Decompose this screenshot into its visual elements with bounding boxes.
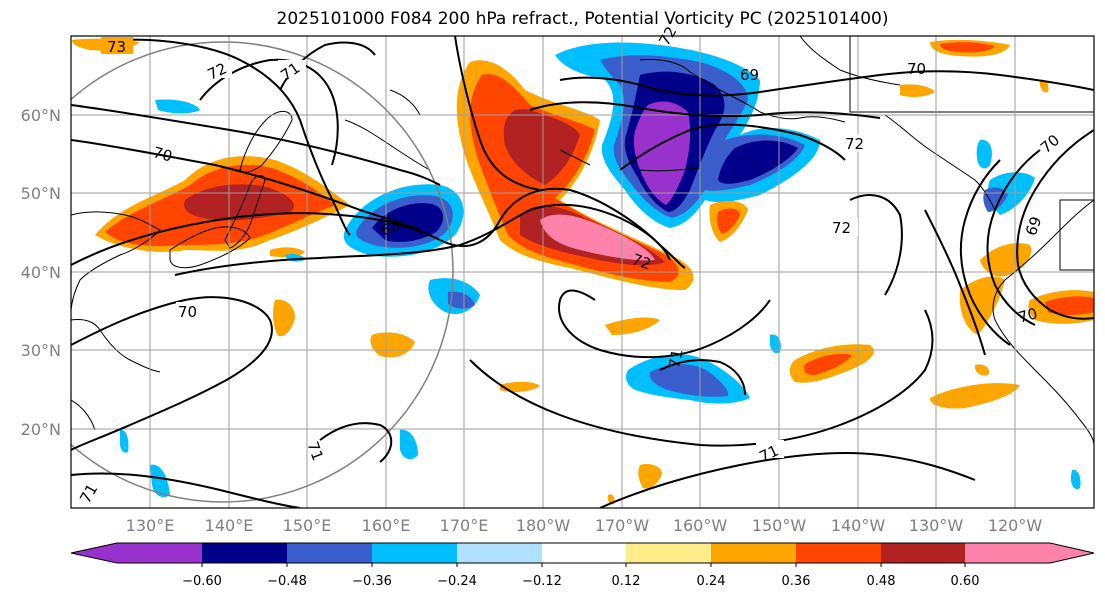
lon-label: 120°W — [988, 516, 1043, 535]
lat-label: 50°N — [21, 184, 61, 203]
longitude-labels: 130°E 140°E 150°E 160°E 170°E 180°W 170°… — [126, 516, 1043, 535]
contour-label: 73 — [107, 38, 126, 56]
lat-label: 20°N — [21, 420, 61, 439]
colorbar: −0.60 −0.48 −0.36 −0.24 −0.12 0.12 0.24 … — [70, 542, 1095, 589]
contour-label: 70 — [178, 303, 197, 321]
lon-label: 160°W — [673, 516, 728, 535]
lat-label: 30°N — [21, 341, 61, 360]
contour-label: 69 — [1022, 214, 1045, 238]
contour-label: 71 — [665, 348, 686, 370]
colorbar-tick-label: 0.60 — [951, 574, 980, 589]
contour-labels: 73 72 71 70 68 69 70 72 72 72 69 70 70 7… — [76, 23, 1063, 506]
lon-label: 170°E — [440, 516, 489, 535]
colorbar-swatch — [457, 543, 542, 563]
map-title: 2025101000 F084 200 hPa refract., Potent… — [276, 9, 889, 29]
lon-label: 160°E — [362, 516, 411, 535]
colorbar-swatch — [372, 543, 457, 563]
colorbar-swatch — [881, 543, 965, 563]
colorbar-swatch — [711, 543, 796, 563]
lon-label: 150°E — [283, 516, 332, 535]
colorbar-tick-label: −0.60 — [182, 574, 222, 589]
colorbar-tick-label: 0.36 — [782, 574, 811, 589]
contour-label: 70 — [907, 60, 926, 78]
graticule — [71, 36, 1094, 508]
coastlines — [71, 36, 1094, 446]
colorbar-swatch — [796, 543, 881, 563]
colorbar-tick-label: −0.36 — [352, 574, 392, 589]
lon-label: 140°W — [831, 516, 886, 535]
lon-label: 130°E — [126, 516, 175, 535]
contour-label: 70 — [151, 143, 174, 165]
colorbar-tick-label: −0.24 — [437, 574, 477, 589]
colorbar-tick-label: 0.12 — [612, 574, 641, 589]
contour-label: 72 — [629, 250, 653, 273]
latitude-labels: 60°N 50°N 40°N 30°N 20°N — [21, 106, 61, 439]
contour-label: 71 — [304, 439, 327, 463]
colorbar-swatch — [71, 543, 202, 563]
lon-label: 140°E — [205, 516, 254, 535]
colorbar-swatch — [626, 543, 711, 563]
contour-label: 72 — [832, 219, 851, 237]
lat-label: 60°N — [21, 106, 61, 125]
colorbar-swatch — [202, 543, 287, 563]
colorbar-swatch — [965, 543, 1094, 563]
colorbar-swatch — [542, 543, 626, 563]
lon-label: 130°W — [909, 516, 964, 535]
colorbar-outline — [70, 542, 1095, 564]
colorbar-tick-label: −0.48 — [267, 574, 307, 589]
colorbar-tick-label: −0.12 — [522, 574, 562, 589]
range-circle — [71, 41, 454, 503]
colorbar-tick-label: 0.24 — [697, 574, 726, 589]
lon-label: 170°W — [595, 516, 650, 535]
colorbar-swatch — [287, 543, 372, 563]
contour-label: 69 — [740, 66, 759, 84]
map-frame — [70, 35, 1095, 509]
lon-label: 180°W — [516, 516, 571, 535]
contour-label: 72 — [845, 135, 864, 153]
lat-label: 40°N — [21, 263, 61, 282]
colorbar-ticks — [201, 563, 966, 567]
lon-label: 150°W — [752, 516, 807, 535]
contour-label: 70 — [1016, 304, 1039, 326]
colorbar-tick-label: 0.48 — [867, 574, 896, 589]
